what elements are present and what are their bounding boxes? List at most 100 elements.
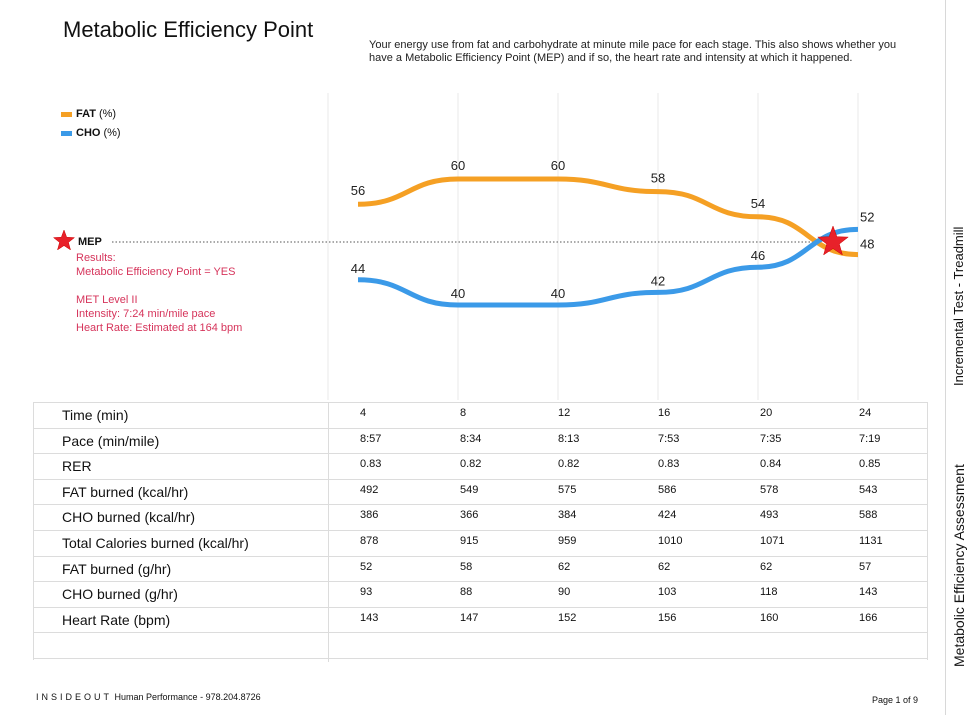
table-cell: 166 (859, 611, 878, 624)
legend-item-cho: CHO (%) (61, 127, 121, 139)
table-cell: 588 (859, 509, 878, 522)
table-cell: 7:19 (859, 432, 881, 445)
table-cell: 959 (558, 535, 577, 547)
table-cell: 7:53 (658, 432, 680, 445)
chart-description: Your energy use from fat and carbohydrat… (369, 39, 897, 64)
series-line-cho (357, 226, 859, 308)
table-cell: 62 (658, 560, 671, 573)
table-row: FAT burned (kcal/hr) 492 549 575 586 578 543 (33, 478, 928, 505)
table-cell: 424 (658, 509, 677, 522)
row-label: Heart Rate (bpm) (62, 611, 171, 628)
table-cell: 24 (859, 407, 872, 419)
star-icon (52, 229, 76, 251)
mep-heart-rate: Heart Rate: Estimated at 164 bpm (76, 322, 243, 334)
table-cell: 0.85 (859, 458, 881, 471)
table-cell: 8 (460, 407, 467, 419)
mep-intensity: Intensity: 7:24 min/mile pace (76, 308, 216, 320)
table-row: Pace (min/mile) 8:57 8:34 8:13 7:53 7:35 7:19 (33, 427, 928, 454)
table-cell: 878 (360, 535, 379, 547)
table-cell: 8:13 (558, 432, 580, 445)
table-column-divider (328, 402, 329, 662)
table-cell: 543 (859, 483, 878, 496)
footer-brand: INSIDEOUT (36, 692, 113, 702)
series-line-fat (357, 176, 859, 258)
table-row: FAT burned (g/hr) 52 58 62 62 62 57 (33, 555, 928, 582)
table-cell: 160 (760, 611, 779, 624)
table-row: Total Calories burned (kcal/hr) 878 915 959… (33, 530, 928, 556)
legend-label-fat: FAT (76, 108, 96, 120)
table-cell: 0.83 (360, 458, 382, 471)
table-cell: 7:35 (760, 432, 782, 445)
table-cell: 156 (658, 611, 677, 624)
legend-swatch-cho (61, 130, 72, 136)
row-label: Pace (min/mile) (62, 432, 160, 449)
mep-label: MEP (78, 236, 102, 248)
table-cell: 62 (760, 560, 773, 573)
legend-label-cho: CHO (76, 127, 101, 139)
table-cell: 492 (360, 483, 379, 496)
table-cell: 1010 (658, 535, 683, 547)
table-row (33, 632, 928, 658)
mep-result-value: Metabolic Efficiency Point = YES (76, 266, 236, 278)
legend-unit-cho: (%) (103, 127, 121, 139)
table-cell: 90 (558, 586, 571, 599)
row-label: CHO burned (g/hr) (62, 586, 178, 603)
table-row: CHO burned (kcal/hr) 386 366 384 424 493 588 (33, 504, 928, 530)
data-label-cho: 42 (651, 273, 665, 288)
data-label-fat: 60 (451, 158, 465, 173)
table-cell: 118 (760, 586, 778, 599)
data-label-fat: 54 (751, 196, 765, 211)
table-cell: 1071 (760, 535, 785, 547)
table-cell: 384 (558, 509, 577, 522)
table-cell: 549 (460, 483, 479, 496)
table-cell: 57 (859, 560, 872, 573)
table-cell: 62 (558, 560, 571, 573)
sidebar-assessment-title: Metabolic Efficiency Assessment (951, 464, 967, 667)
table-cell: 366 (460, 509, 479, 522)
table-cell: 0.82 (460, 458, 482, 471)
data-label-fat: 58 (651, 171, 665, 186)
table-cell: 12 (558, 407, 571, 419)
table-bottom-border (33, 658, 928, 659)
table-cell: 493 (760, 509, 779, 522)
row-label: RER (62, 458, 92, 475)
table-cell: 8:34 (460, 432, 482, 445)
table-cell: 143 (360, 611, 379, 624)
table-cell: 4 (360, 407, 367, 419)
table-cell: 0.82 (558, 458, 580, 471)
table-row: Time (min) 4 8 12 16 20 24 (33, 402, 928, 428)
table-cell: 0.84 (760, 458, 782, 471)
table-cell: 586 (658, 483, 677, 496)
data-label-fat: 48 (860, 237, 874, 252)
table-right-border (927, 402, 928, 660)
data-label-cho: 40 (451, 286, 465, 301)
table-cell: 147 (460, 611, 479, 624)
row-label: CHO burned (kcal/hr) (62, 509, 196, 526)
page-title: Metabolic Efficiency Point (63, 17, 314, 42)
mep-results-heading: Results: (76, 252, 116, 264)
data-label-cho: 52 (860, 209, 874, 224)
legend-unit-fat: (%) (98, 108, 117, 120)
table-cell: 143 (859, 586, 878, 599)
table-cell: 1131 (859, 535, 883, 547)
data-label-cho: 46 (751, 248, 765, 263)
table-row: RER 0.83 0.82 0.82 0.83 0.84 0.85 (33, 453, 928, 479)
table-cell: 103 (658, 586, 677, 599)
data-label-cho: 44 (351, 261, 365, 276)
table-cell: 152 (558, 611, 577, 624)
row-label: FAT burned (g/hr) (62, 560, 172, 577)
table-cell: 0.83 (658, 458, 680, 471)
table-cell: 386 (360, 509, 379, 522)
table-row: Heart Rate (bpm) 143 147 152 156 160 166 (33, 606, 928, 633)
table-cell: 915 (460, 535, 479, 547)
table-cell: 575 (558, 483, 577, 496)
data-label-cho: 40 (551, 286, 565, 301)
sidebar-divider (945, 0, 946, 715)
table-cell: 16 (658, 407, 671, 419)
data-label-fat: 60 (551, 158, 565, 173)
table-cell: 88 (460, 586, 473, 599)
table-cell: 58 (460, 560, 473, 573)
table-cell: 20 (760, 407, 773, 419)
footer: INSIDEOUT Human Performance - 978.204.87… (36, 692, 261, 702)
